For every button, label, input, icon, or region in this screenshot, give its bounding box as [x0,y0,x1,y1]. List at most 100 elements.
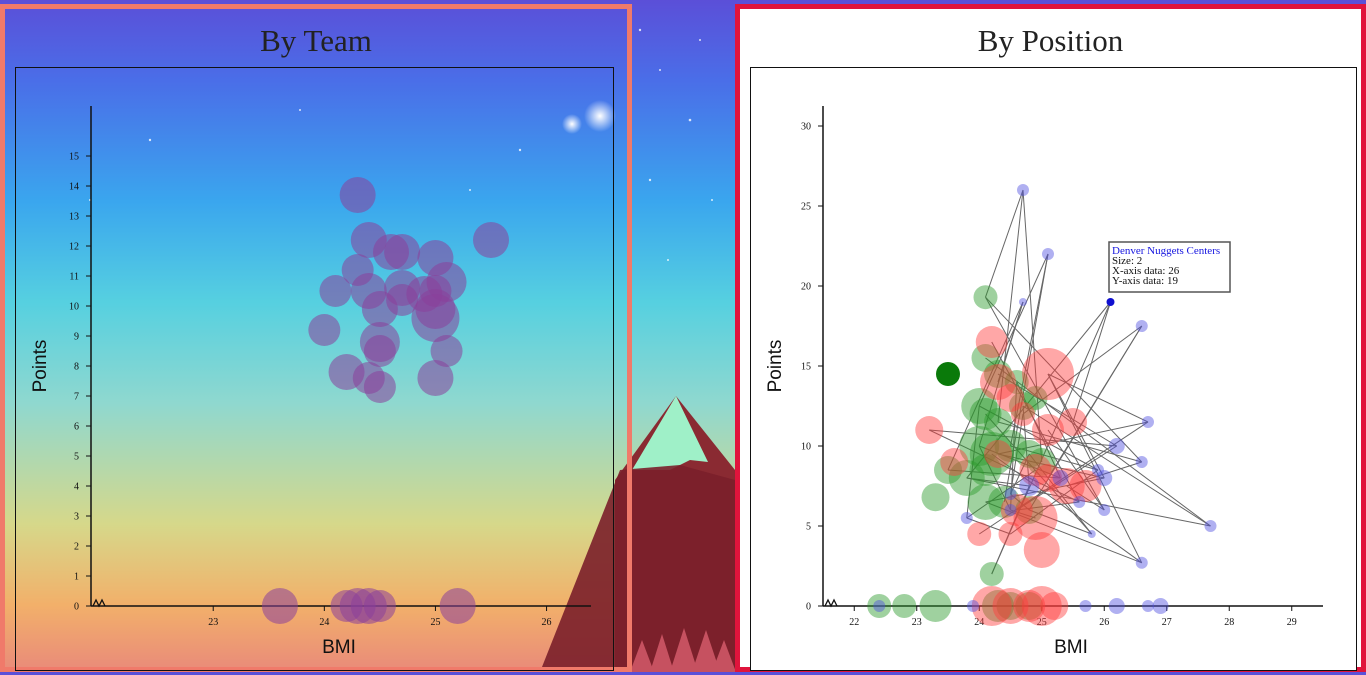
data-point[interactable] [948,460,985,496]
data-point[interactable] [973,285,998,310]
data-point[interactable] [1009,392,1037,420]
data-point[interactable] [940,448,969,476]
data-point[interactable] [969,454,1002,486]
data-point[interactable] [1106,298,1115,306]
data-point[interactable] [1004,504,1017,516]
y-tick-label: 25 [801,202,811,213]
data-point[interactable] [998,522,1023,546]
data-point[interactable] [339,177,376,213]
data-point[interactable] [994,430,1027,462]
data-point[interactable] [996,592,1025,620]
data-point[interactable] [1204,520,1217,532]
data-point[interactable] [1135,556,1148,569]
data-point[interactable] [1052,470,1069,486]
data-point[interactable] [473,222,509,258]
data-point[interactable] [1023,386,1048,410]
data-point[interactable] [960,512,973,524]
data-point[interactable] [992,588,1029,624]
y-tick-label: 30 [801,122,811,133]
data-point[interactable] [967,484,1004,520]
star-glow [562,114,582,134]
data-point[interactable] [980,364,1016,400]
data-point[interactable] [363,335,396,367]
data-point[interactable] [971,344,1000,372]
data-point[interactable] [1032,414,1064,446]
data-point[interactable] [1079,600,1092,612]
data-point[interactable] [417,360,454,396]
data-point[interactable] [1015,440,1044,468]
data-point[interactable] [411,294,460,342]
data-point[interactable] [1087,530,1096,538]
data-point[interactable] [936,362,960,386]
data-point[interactable] [1019,454,1052,486]
data-point[interactable] [984,360,1012,388]
data-point[interactable] [971,586,1012,626]
data-point[interactable] [1092,464,1104,476]
data-point[interactable] [1135,456,1148,468]
data-point[interactable] [363,590,396,622]
data-point[interactable] [975,326,1008,358]
data-point[interactable] [430,335,463,367]
data-point[interactable] [967,600,979,612]
data-point[interactable] [979,562,1004,586]
data-point[interactable] [984,440,1012,468]
data-point[interactable] [959,426,1000,466]
data-point[interactable] [1142,416,1154,428]
data-point[interactable] [1015,496,1044,524]
data-point[interactable] [1059,408,1087,436]
data-point[interactable] [1004,370,1029,394]
link-line [985,501,1142,564]
data-point[interactable] [386,284,419,316]
data-point[interactable] [984,408,1012,436]
data-point[interactable] [1048,468,1085,504]
data-point[interactable] [1108,438,1125,454]
data-point[interactable] [1023,532,1060,568]
data-point[interactable] [867,594,892,618]
data-point[interactable] [1098,504,1111,516]
data-point[interactable] [921,483,950,512]
data-point[interactable] [934,456,962,484]
data-point[interactable] [1135,320,1148,332]
data-point[interactable] [1013,590,1046,622]
data-point[interactable] [967,522,992,546]
data-point[interactable] [892,594,917,618]
data-point[interactable] [1017,184,1029,196]
data-point[interactable] [969,398,1002,430]
data-point[interactable] [919,590,952,622]
data-point[interactable] [261,588,298,624]
link-line [1010,509,1036,519]
data-point[interactable] [1040,592,1069,620]
data-point[interactable] [1004,488,1017,500]
data-point[interactable] [1027,448,1056,476]
data-point[interactable] [1022,348,1074,400]
data-point[interactable] [1108,598,1125,614]
data-point[interactable] [1142,600,1154,612]
data-point[interactable] [384,234,421,270]
data-point[interactable] [1013,496,1058,540]
data-point[interactable] [1073,496,1086,508]
link-line [1047,373,1143,564]
data-point[interactable] [873,600,886,612]
data-point[interactable] [1069,470,1102,502]
data-point[interactable] [982,590,1014,622]
y-tick-label: 14 [69,182,79,193]
data-point[interactable] [1011,402,1035,426]
data-point[interactable] [1034,464,1062,492]
data-point[interactable] [1000,494,1033,526]
data-point[interactable] [439,588,476,624]
data-point[interactable] [1015,592,1044,620]
data-point[interactable] [969,432,1014,476]
data-point[interactable] [308,314,341,346]
data-point[interactable] [1096,470,1113,486]
data-point[interactable] [996,384,1025,412]
data-point[interactable] [988,486,1021,518]
data-point[interactable] [1019,476,1040,496]
data-point[interactable] [319,275,352,307]
data-point[interactable] [363,371,396,403]
data-point[interactable] [915,416,944,444]
data-point[interactable] [1021,586,1062,626]
data-point[interactable] [961,388,998,424]
data-point[interactable] [1042,248,1054,260]
data-point[interactable] [1019,298,1027,306]
data-point[interactable] [1152,598,1169,614]
